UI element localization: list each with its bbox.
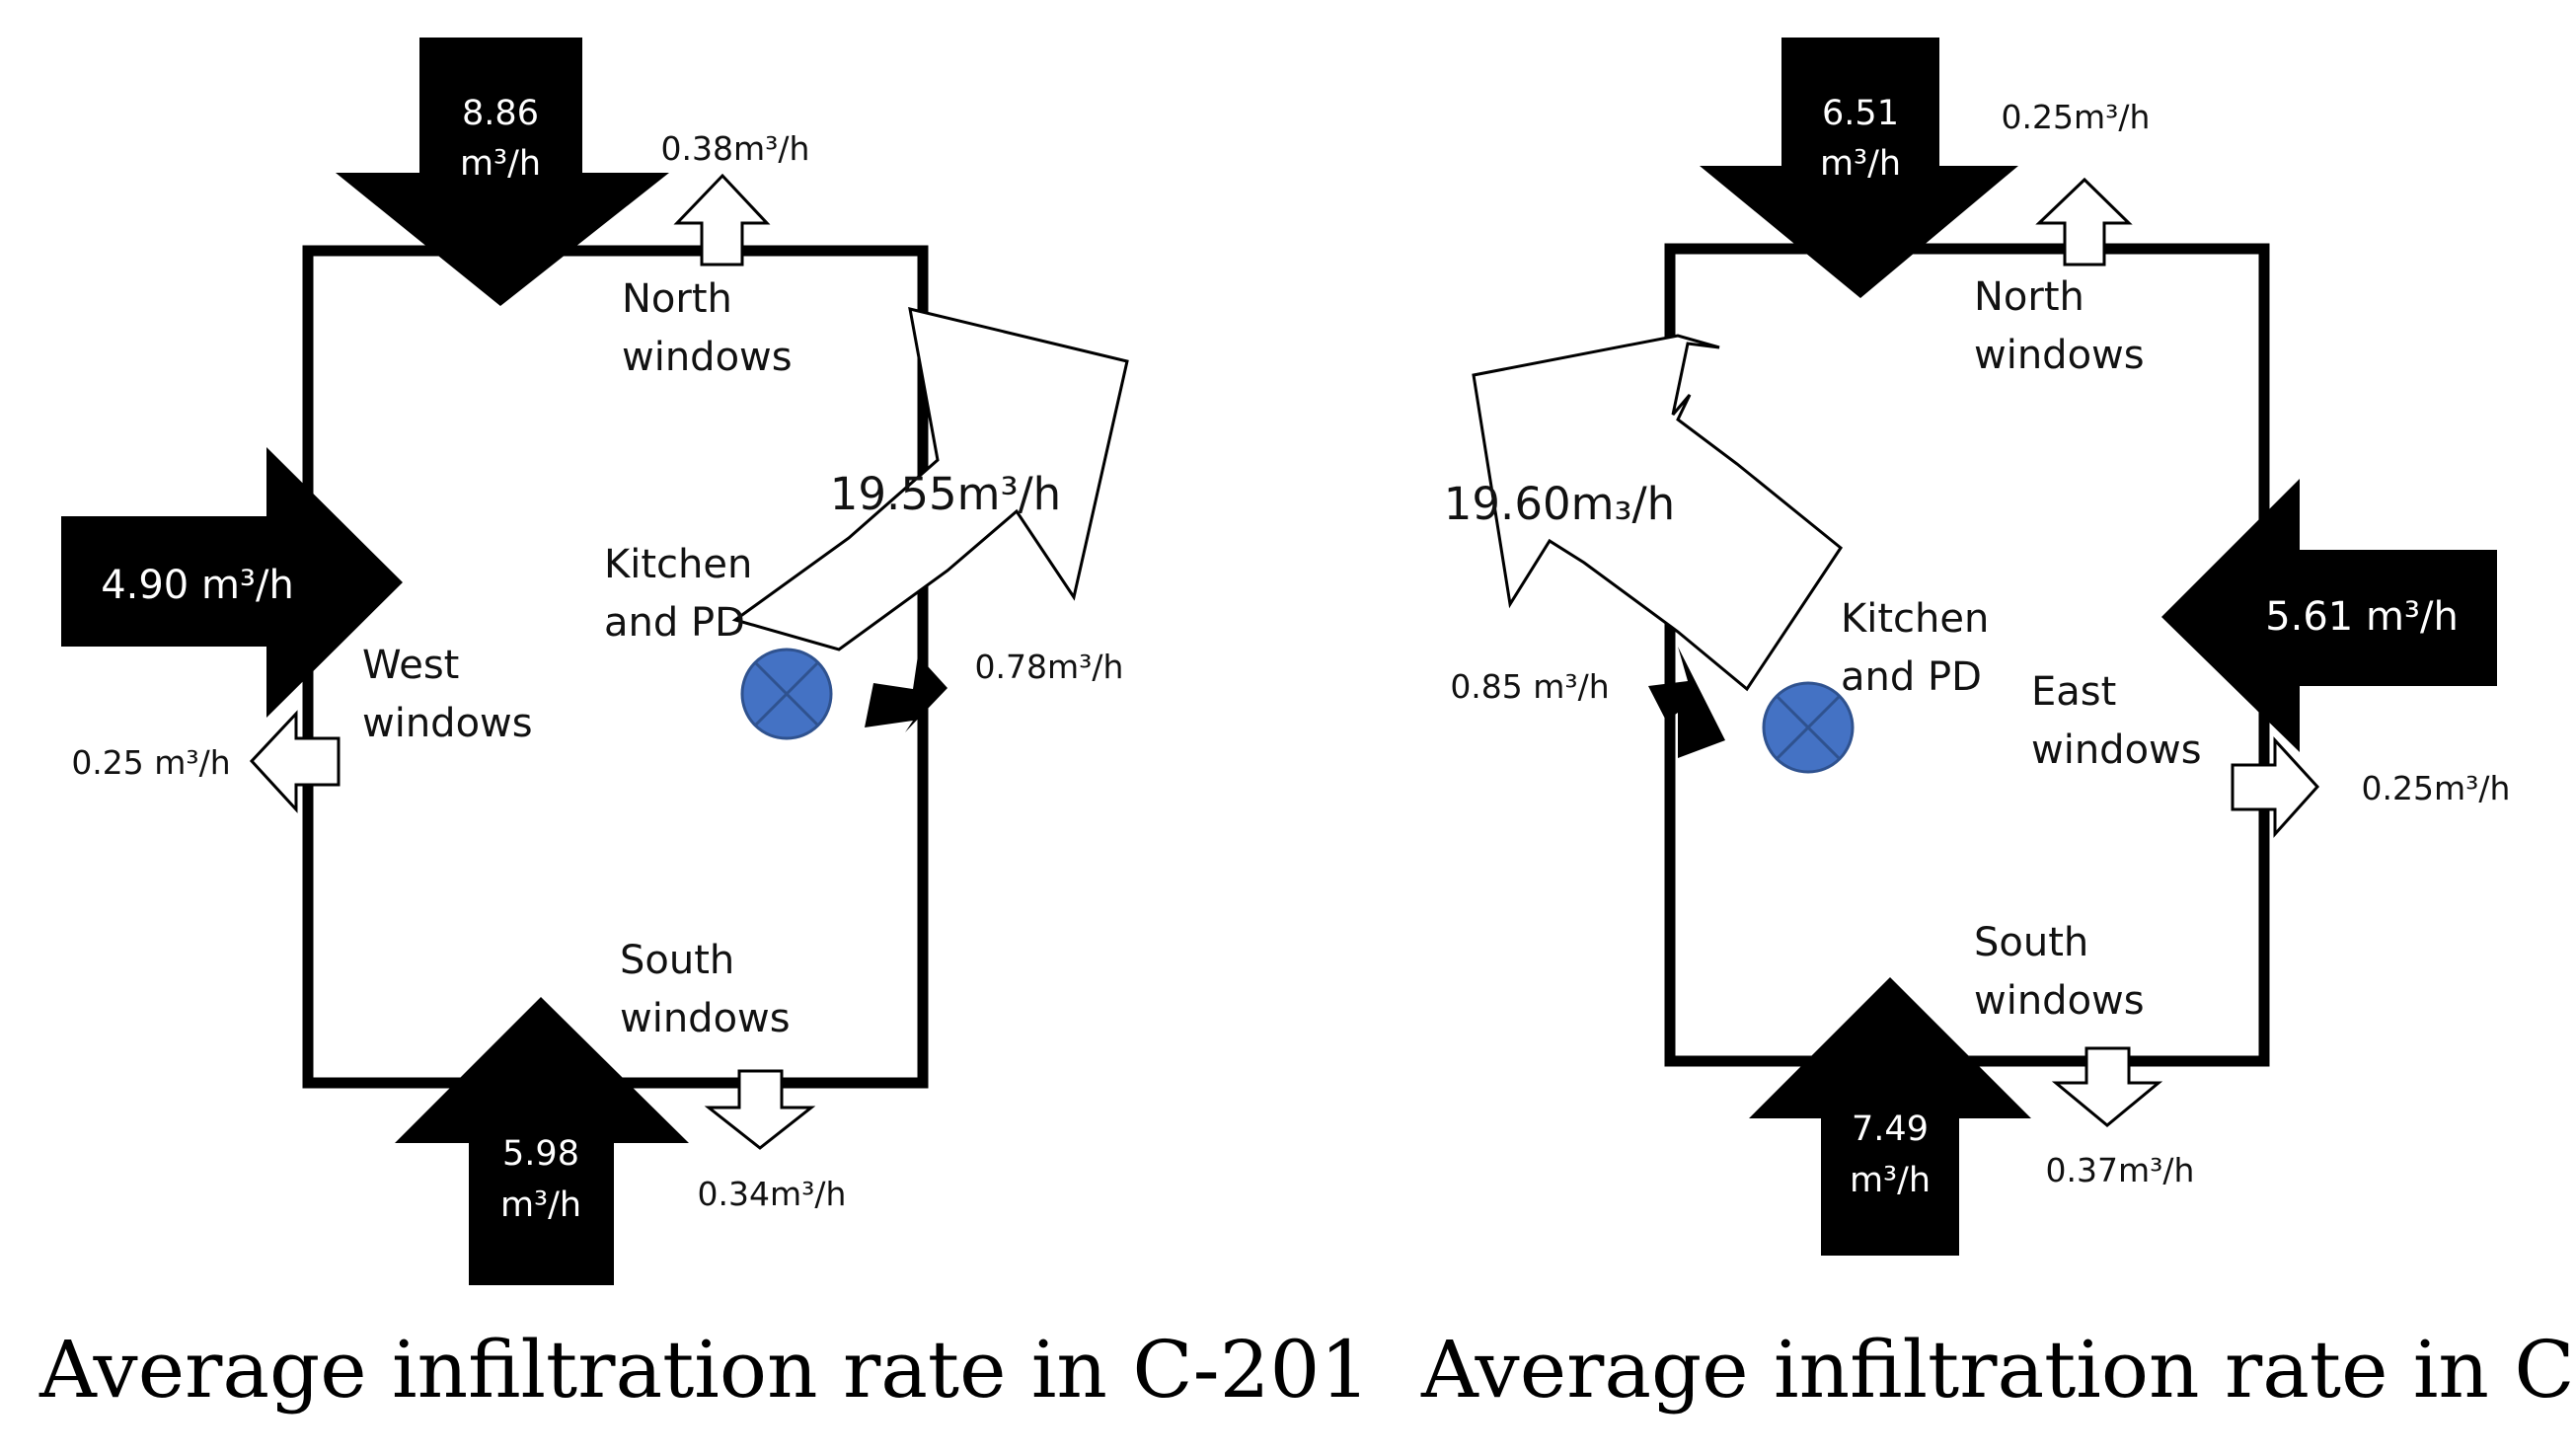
north-windows-label-1: North [1974,274,2084,320]
exhaust-arrow: 19.60m₃/h [1444,334,1844,692]
kitchen-label-1: Kitchen [604,542,752,587]
north-outflow-arrow: 0.25m³/h [2002,98,2151,267]
north-outflow-label: 0.25m³/h [2002,98,2151,136]
south-inflow-value: 5.98 [502,1134,579,1174]
east-outflow-arrow: 0.25m³/h [2231,736,2511,838]
panel-c201: 8.86 m³/h 0.38m³/h 4.90 m³/h 0.25 m³/h 5… [38,38,1370,1416]
caption-c201: Average infiltration rate in C-201 [38,1324,1370,1416]
north-windows-label-2: windows [1974,333,2145,378]
kitchen-inflow-arrow: 0.78m³/h [865,648,1123,732]
west-inflow-label: 4.90 m³/h [101,563,294,608]
exhaust-label: 19.60m₃/h [1444,478,1675,530]
south-inflow-arrow: 7.49 m³/h [1749,977,2031,1256]
kitchen-label-2: and PD [604,600,745,646]
north-outflow-label: 0.38m³/h [661,129,810,168]
north-inflow-arrow: 6.51 m³/h [1700,38,2018,298]
south-outflow-label: 0.34m³/h [698,1175,847,1213]
exhaust-fan-icon [740,648,833,740]
south-outflow-label: 0.37m³/h [2046,1151,2195,1189]
east-outflow-label: 0.25m³/h [2362,769,2511,807]
south-outflow-arrow: 0.34m³/h [698,1069,847,1213]
south-windows-label-2: windows [1974,978,2145,1024]
kitchen-inflow-arrow: 0.85 m³/h [1450,647,1725,758]
west-windows-label-2: windows [362,701,533,746]
north-windows-label-1: North [622,276,732,322]
north-inflow-value: 6.51 [1822,94,1899,133]
south-windows-label-1: South [1974,920,2088,965]
north-inflow-value: 8.86 [462,94,539,133]
west-inflow-arrow: 4.90 m³/h [61,447,403,718]
south-windows-label-1: South [620,938,734,983]
kitchen-inflow-label: 0.78m³/h [975,648,1124,686]
exhaust-label: 19.55m³/h [830,468,1061,520]
kitchen-label-2: and PD [1841,654,1982,700]
south-inflow-value: 7.49 [1852,1110,1929,1149]
north-inflow-unit: m³/h [1820,144,1901,184]
east-windows-label-2: windows [2031,727,2202,773]
caption-c202: Average infiltration rate in C-202 [1420,1324,2576,1416]
south-windows-label-2: windows [620,996,791,1041]
exhaust-arrow: 19.55m³/h [731,307,1129,651]
kitchen-label-1: Kitchen [1841,596,1989,642]
south-inflow-unit: m³/h [1850,1161,1931,1200]
east-windows-label-1: East [2031,669,2116,715]
north-outflow-arrow: 0.38m³/h [661,129,810,267]
kitchen-inflow-label: 0.85 m³/h [1450,667,1609,706]
west-outflow-arrow: 0.25 m³/h [71,710,341,813]
east-inflow-arrow: 5.61 m³/h [2161,479,2497,752]
north-windows-label-2: windows [622,335,793,380]
south-outflow-arrow: 0.37m³/h [2046,1046,2195,1189]
exhaust-fan-icon [1762,681,1855,774]
north-inflow-arrow: 8.86 m³/h [336,38,669,306]
east-inflow-label: 5.61 m³/h [2265,594,2459,640]
south-inflow-arrow: 5.98 m³/h [395,997,689,1285]
west-windows-label-1: West [362,643,459,688]
west-outflow-label: 0.25 m³/h [71,743,230,782]
north-inflow-unit: m³/h [460,144,541,184]
panel-c202: 6.51 m³/h 0.25m³/h 5.61 m³/h 0.25m³/h 7.… [1420,38,2576,1416]
south-inflow-unit: m³/h [500,1186,581,1225]
